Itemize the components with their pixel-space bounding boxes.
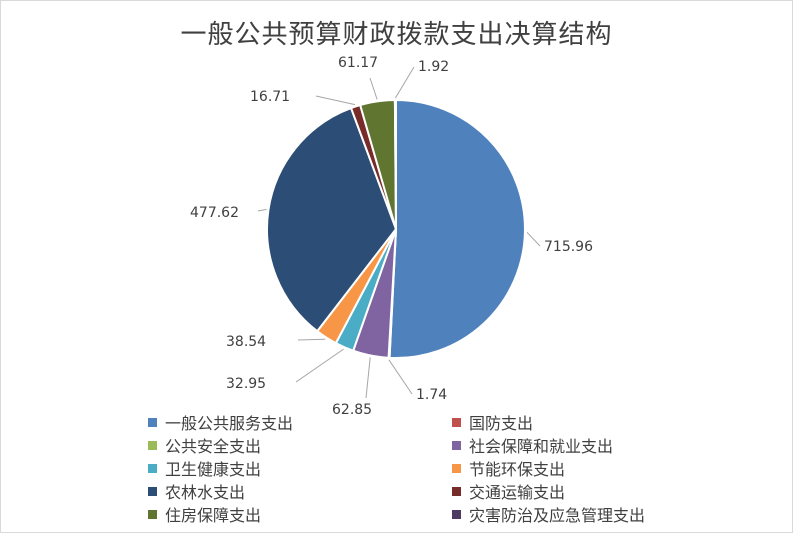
leader-line-1: [388, 359, 413, 395]
data-label-0: 715.96: [544, 239, 593, 255]
data-label-6: 477.62: [190, 205, 239, 221]
legend-label-9: 灾害防治及应急管理支出: [469, 506, 646, 525]
data-label-7: 16.71: [250, 89, 290, 105]
legend-item-6: 农林水支出: [148, 480, 245, 502]
legend-swatch-2: [148, 440, 157, 450]
legend-label-7: 交通运输支出: [469, 483, 566, 502]
chart-title: 一般公共预算财政拨款支出决算结构: [180, 20, 613, 50]
data-label-5: 38.54: [226, 334, 266, 350]
legend-label-6: 农林水支出: [165, 483, 246, 502]
legend-item-3: 社会保障和就业支出: [452, 434, 613, 456]
data-label-1: 1.74: [416, 387, 447, 403]
legend-item-7: 交通运输支出: [452, 480, 565, 502]
leader-line-8: [369, 77, 378, 100]
leader-line-3: [365, 357, 371, 399]
legend-item-4: 卫生健康支出: [148, 457, 261, 479]
data-label-9: 1.92: [418, 59, 449, 75]
legend-swatch-0: [148, 417, 157, 427]
leader-line-5: [297, 338, 326, 341]
legend-swatch-3: [452, 440, 461, 450]
legend-swatch-1: [452, 417, 461, 427]
legend-label-4: 卫生健康支出: [165, 460, 262, 479]
data-label-8: 61.17: [338, 55, 378, 71]
legend-label-0: 一般公共服务支出: [165, 414, 294, 433]
data-label-4: 32.95: [226, 376, 266, 392]
legend-item-9: 灾害防治及应急管理支出: [452, 503, 645, 525]
legend-label-3: 社会保障和就业支出: [469, 437, 614, 456]
leader-line-6: [257, 208, 267, 212]
pie-slice-6: [266, 106, 398, 333]
legend-label-1: 国防支出: [469, 414, 534, 433]
pie-slice-9: [393, 98, 397, 230]
leader-line-4: [295, 348, 344, 383]
leader-line-9: [394, 66, 415, 99]
legend-swatch-7: [452, 486, 461, 496]
leader-line-0: [526, 231, 541, 247]
legend-swatch-8: [148, 509, 157, 519]
legend-label-8: 住房保障支出: [165, 506, 262, 525]
legend-item-0: 一般公共服务支出: [148, 411, 293, 433]
legend-swatch-6: [148, 486, 157, 496]
legend-item-2: 公共安全支出: [148, 434, 261, 456]
legend-item-1: 国防支出: [452, 411, 533, 433]
legend-item-8: 住房保障支出: [148, 503, 261, 525]
legend-label-5: 节能环保支出: [469, 460, 566, 479]
legend-label-2: 公共安全支出: [165, 437, 262, 456]
leader-line-7: [315, 95, 356, 106]
legend-item-5: 节能环保支出: [452, 457, 565, 479]
legend-swatch-5: [452, 463, 461, 473]
legend-swatch-4: [148, 463, 157, 473]
legend-swatch-9: [452, 509, 461, 519]
pie-slice-0: [388, 98, 526, 359]
data-label-3: 62.85: [332, 402, 372, 418]
